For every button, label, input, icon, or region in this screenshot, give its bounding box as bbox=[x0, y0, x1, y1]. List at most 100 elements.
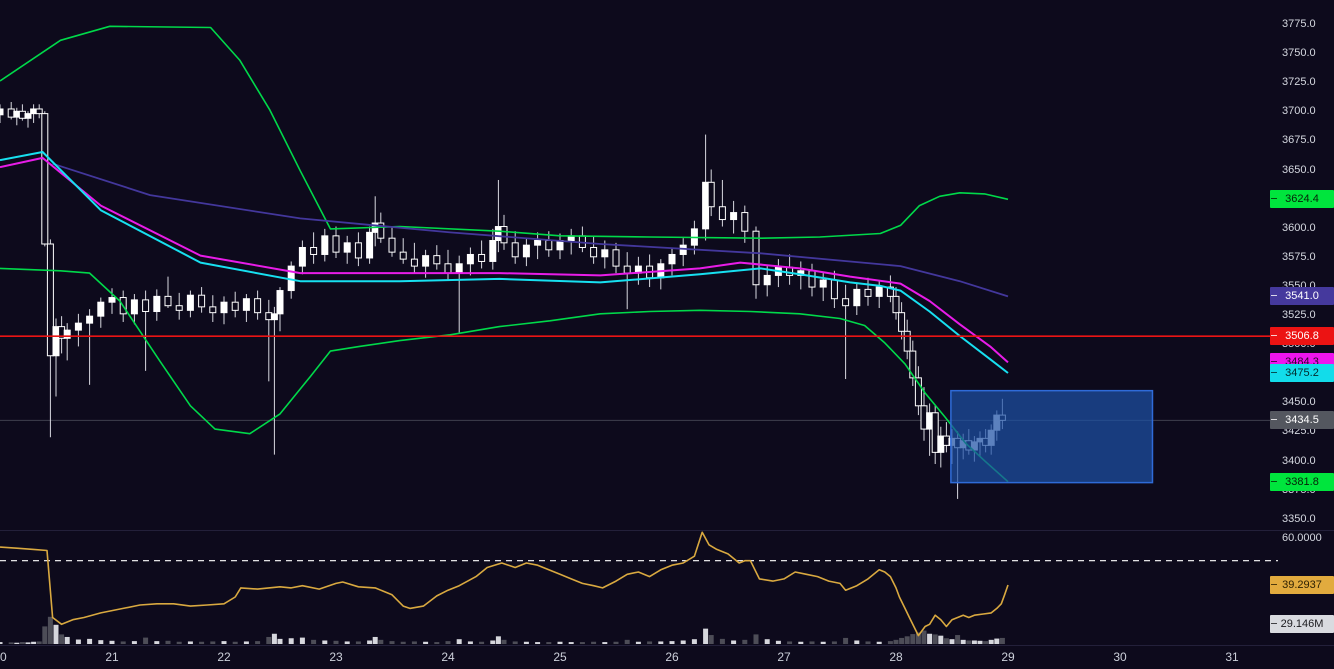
volume-bar bbox=[983, 641, 989, 644]
candle-body bbox=[534, 240, 542, 246]
candle-body bbox=[41, 113, 49, 245]
volume-bar bbox=[820, 641, 826, 644]
volume-bar bbox=[876, 641, 882, 644]
volume-bar bbox=[322, 640, 328, 644]
bollinger-lower-line bbox=[0, 267, 1009, 483]
volume-bar bbox=[787, 641, 793, 644]
price-tick-label: 3450.0 bbox=[1282, 396, 1316, 409]
price-tick-label: 3675.0 bbox=[1282, 134, 1316, 147]
candle-body bbox=[830, 279, 838, 300]
candle-body bbox=[52, 326, 60, 357]
volume-bar bbox=[221, 641, 227, 644]
candle-body bbox=[354, 242, 362, 259]
candle-body bbox=[819, 279, 827, 288]
volume-bar bbox=[456, 639, 462, 644]
candle-body bbox=[343, 242, 351, 253]
candle-body bbox=[892, 295, 900, 314]
volume-bar bbox=[165, 640, 171, 644]
volume-bar bbox=[904, 636, 910, 644]
volume-bar bbox=[19, 642, 25, 644]
volume-bar bbox=[87, 638, 93, 644]
volume-bar bbox=[691, 639, 697, 644]
volume-bar bbox=[411, 641, 417, 644]
volume-bar bbox=[243, 641, 249, 644]
ema-magenta-line bbox=[0, 156, 1009, 364]
rsi-tag: 39.2937 bbox=[1270, 576, 1334, 594]
volume-bar bbox=[423, 641, 429, 644]
volume-bar bbox=[887, 641, 893, 644]
candle-body bbox=[763, 274, 771, 286]
volume-tag: 29.146M bbox=[1270, 615, 1334, 633]
volume-bar bbox=[400, 641, 406, 644]
price-tick-label: 3650.0 bbox=[1282, 163, 1316, 176]
candle-body bbox=[35, 108, 43, 115]
volume-bar bbox=[658, 641, 664, 644]
candle-body bbox=[164, 295, 172, 307]
volume-bar bbox=[843, 637, 849, 644]
candle-body bbox=[422, 255, 430, 267]
volume-bar bbox=[434, 642, 440, 644]
volume-bar bbox=[277, 638, 283, 644]
ma-slow-tag-notch bbox=[1271, 295, 1277, 297]
volume-bar bbox=[703, 628, 709, 644]
volume-bar bbox=[669, 641, 675, 644]
volume-bar bbox=[960, 639, 966, 644]
candle-body bbox=[321, 235, 329, 255]
volume-bar bbox=[943, 638, 949, 644]
candle-body bbox=[388, 237, 396, 253]
candle-body bbox=[220, 301, 228, 314]
volume-bar bbox=[775, 640, 781, 644]
volume-bar bbox=[568, 642, 574, 644]
volume-bar bbox=[971, 640, 977, 644]
candle-body bbox=[108, 297, 116, 303]
volume-bar bbox=[53, 624, 59, 644]
candle-body bbox=[366, 231, 374, 259]
volume-bar bbox=[31, 641, 37, 644]
time-label-21: 21 bbox=[105, 650, 119, 664]
time-label-22: 22 bbox=[217, 650, 231, 664]
candle-body bbox=[46, 243, 54, 357]
volume-bar bbox=[42, 626, 48, 644]
volume-bar bbox=[176, 641, 182, 644]
candle-body bbox=[410, 258, 418, 267]
volume-bar bbox=[708, 635, 714, 644]
volume-bar bbox=[367, 640, 373, 644]
candles-layer bbox=[0, 101, 1006, 499]
volume-bar bbox=[143, 637, 149, 644]
volume-bar bbox=[719, 638, 725, 644]
volume-bar bbox=[999, 637, 1005, 644]
volume-bar bbox=[14, 642, 20, 644]
volume-bar bbox=[910, 634, 916, 644]
candle-body bbox=[466, 253, 474, 265]
candle-body bbox=[545, 240, 553, 251]
ema-cyan-tag: 3475.2 bbox=[1270, 363, 1334, 382]
candle-body bbox=[730, 212, 738, 221]
candle-body bbox=[914, 377, 922, 407]
candle-body bbox=[590, 246, 598, 258]
candle-body bbox=[198, 294, 206, 308]
candle-body bbox=[433, 255, 441, 265]
price-tick-label: 3700.0 bbox=[1282, 105, 1316, 118]
candle-body bbox=[522, 244, 530, 258]
time-label-23: 23 bbox=[329, 650, 343, 664]
volume-bar bbox=[378, 639, 384, 644]
volume-bar bbox=[266, 636, 272, 644]
highlight-box[interactable] bbox=[950, 389, 1154, 484]
time-label-24: 24 bbox=[441, 650, 455, 664]
priceline-tag[interactable]: 3506.8 bbox=[1270, 327, 1334, 346]
volume-bar bbox=[154, 641, 160, 644]
candle-body bbox=[931, 412, 939, 453]
ma-slow-tag: 3541.0 bbox=[1270, 287, 1334, 306]
volume-bar bbox=[36, 641, 42, 644]
volume-bar bbox=[288, 638, 294, 644]
candle-body bbox=[444, 263, 452, 274]
volume-bar bbox=[8, 642, 14, 644]
volume-bar bbox=[131, 641, 137, 644]
candle-body bbox=[489, 240, 497, 262]
volume-bar bbox=[232, 641, 238, 644]
candle-body bbox=[399, 251, 407, 260]
candle-body bbox=[937, 435, 945, 453]
volume-bars-layer bbox=[0, 616, 1005, 644]
